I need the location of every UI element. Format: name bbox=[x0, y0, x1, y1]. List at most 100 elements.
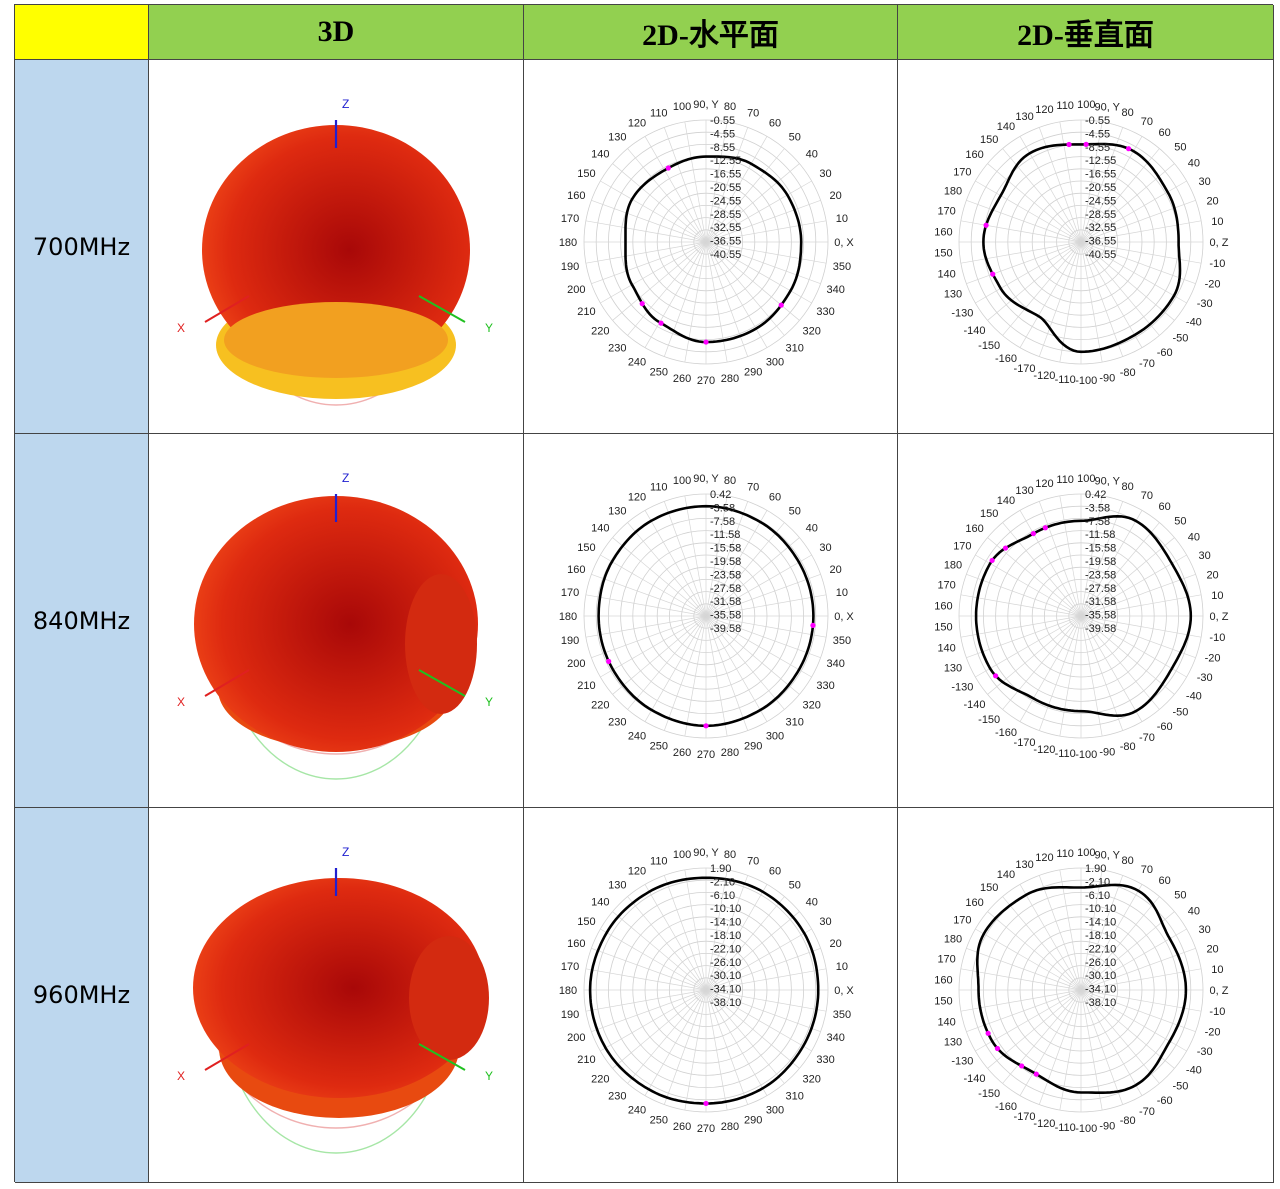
angle-label: -70 bbox=[1139, 732, 1155, 744]
grid-spoke bbox=[1002, 522, 1082, 617]
grid-spoke bbox=[1080, 241, 1103, 363]
grid-spoke bbox=[684, 615, 707, 737]
angle-label: 330 bbox=[816, 306, 834, 318]
grid-spoke bbox=[591, 989, 707, 1033]
grid-spoke bbox=[585, 989, 707, 1012]
radiation-lobe bbox=[409, 936, 489, 1060]
grid-spoke bbox=[705, 537, 800, 617]
angle-label: 150 bbox=[934, 622, 952, 634]
row-label-840: 840MHz bbox=[15, 434, 149, 808]
angle-label: 230 bbox=[608, 343, 626, 355]
grid-spoke bbox=[612, 163, 707, 243]
grid-spoke bbox=[1080, 989, 1175, 1069]
grid-spoke bbox=[705, 989, 728, 1111]
z-axis-label: Z bbox=[342, 97, 349, 111]
header-3d: 3D bbox=[149, 5, 524, 60]
grid-spoke bbox=[705, 875, 749, 991]
angle-label: 330 bbox=[816, 1054, 834, 1066]
pattern-trace bbox=[597, 504, 815, 728]
pattern-marker bbox=[990, 271, 996, 277]
angle-label: 140 bbox=[937, 1016, 955, 1028]
angle-label: 50 bbox=[1174, 141, 1186, 153]
angle-label: 140 bbox=[591, 522, 609, 534]
radial-label: -30.10 bbox=[710, 970, 741, 982]
grid-spoke bbox=[966, 241, 1082, 285]
angle-label: 350 bbox=[833, 1009, 851, 1021]
radial-label: -16.55 bbox=[1085, 169, 1116, 181]
angle-label: 150 bbox=[934, 996, 952, 1008]
angle-label: 270 bbox=[697, 749, 715, 761]
angle-label: 280 bbox=[721, 373, 739, 385]
grid-spoke bbox=[705, 615, 785, 710]
grid-spoke bbox=[1080, 127, 1124, 243]
grid-spoke bbox=[1038, 875, 1082, 991]
grid-spoke bbox=[1080, 121, 1103, 243]
angle-label: 20 bbox=[1206, 195, 1218, 207]
grid-spoke bbox=[1080, 241, 1143, 348]
grid-spoke bbox=[600, 554, 707, 617]
plot-vertical-700: 0, Z 10 20 30 40 50 60 70 80 90, Y 100 110 120 130 140… bbox=[898, 60, 1274, 434]
angle-label: 50 bbox=[1174, 889, 1186, 901]
angle-label: 210 bbox=[577, 1054, 595, 1066]
radiation-lobe bbox=[224, 302, 448, 378]
x-axis-line bbox=[204, 295, 250, 323]
angle-label: 120 bbox=[628, 865, 646, 877]
angle-label: 0, Z bbox=[1210, 237, 1229, 249]
radial-label: -4.55 bbox=[1085, 128, 1110, 140]
angle-label: -20 bbox=[1205, 653, 1221, 665]
grid-spoke bbox=[1019, 884, 1082, 991]
grid-spoke bbox=[600, 989, 707, 1052]
grid-spoke bbox=[705, 495, 728, 617]
grid-spoke bbox=[585, 241, 707, 264]
grid-spoke bbox=[705, 615, 728, 737]
angle-label: -150 bbox=[978, 714, 1000, 726]
pattern-trace bbox=[974, 514, 1193, 718]
radial-label: -6.10 bbox=[710, 890, 735, 902]
grid-spoke bbox=[1019, 989, 1082, 1096]
radial-label: -40.55 bbox=[1085, 249, 1116, 261]
x-axis-line bbox=[204, 1043, 250, 1071]
grid-spoke bbox=[1080, 896, 1160, 991]
angle-label: 180 bbox=[944, 933, 962, 945]
header-2d-horizontal: 2D-水平面 bbox=[524, 5, 898, 60]
angle-label: 150 bbox=[577, 168, 595, 180]
radiation-lobe bbox=[193, 878, 485, 1098]
grid-spoke bbox=[1080, 594, 1202, 617]
grid-spoke bbox=[705, 148, 785, 243]
grid-spoke bbox=[705, 121, 728, 243]
grid-spoke bbox=[644, 136, 707, 243]
angle-label: 70 bbox=[1141, 864, 1153, 876]
angle-label: 260 bbox=[673, 747, 691, 759]
plot-horizontal-960: 0, X 10 20 30 40 50 60 70 80 90, Y 100 110 120 130 140… bbox=[524, 808, 898, 1183]
radial-label: -20.55 bbox=[1085, 182, 1116, 194]
grid-spoke bbox=[1080, 869, 1103, 991]
grid-spoke bbox=[975, 180, 1082, 243]
grid-spoke bbox=[975, 928, 1082, 991]
angle-label: 0, Z bbox=[1210, 985, 1229, 997]
angle-label: 340 bbox=[826, 284, 844, 296]
grid-spoke bbox=[705, 911, 800, 991]
angle-label: 110 bbox=[1056, 848, 1074, 860]
grid-spoke bbox=[644, 884, 707, 991]
angle-label: 70 bbox=[747, 855, 759, 867]
grid-spoke bbox=[705, 989, 821, 1033]
radial-label: -31.58 bbox=[1085, 596, 1116, 608]
angle-label: 260 bbox=[673, 373, 691, 385]
angle-label: 350 bbox=[833, 635, 851, 647]
y-axis-label: Y bbox=[485, 1069, 493, 1083]
grid-spoke bbox=[627, 896, 707, 991]
grid-spoke bbox=[1019, 510, 1082, 617]
angle-label: 30 bbox=[819, 542, 831, 554]
angle-label: 10 bbox=[1211, 216, 1223, 228]
radial-label: -28.55 bbox=[710, 209, 741, 221]
y-axis-line bbox=[418, 295, 466, 323]
row-label-700: 700MHz bbox=[15, 60, 149, 434]
grid-spoke bbox=[663, 989, 707, 1105]
radial-label: -31.58 bbox=[710, 596, 741, 608]
angle-label: 170 bbox=[561, 213, 579, 225]
pattern-marker bbox=[658, 320, 664, 326]
radial-label: -26.10 bbox=[710, 957, 741, 969]
angle-label: 150 bbox=[577, 542, 595, 554]
angle-label: 120 bbox=[1035, 852, 1053, 864]
angle-label: 300 bbox=[766, 1105, 784, 1117]
